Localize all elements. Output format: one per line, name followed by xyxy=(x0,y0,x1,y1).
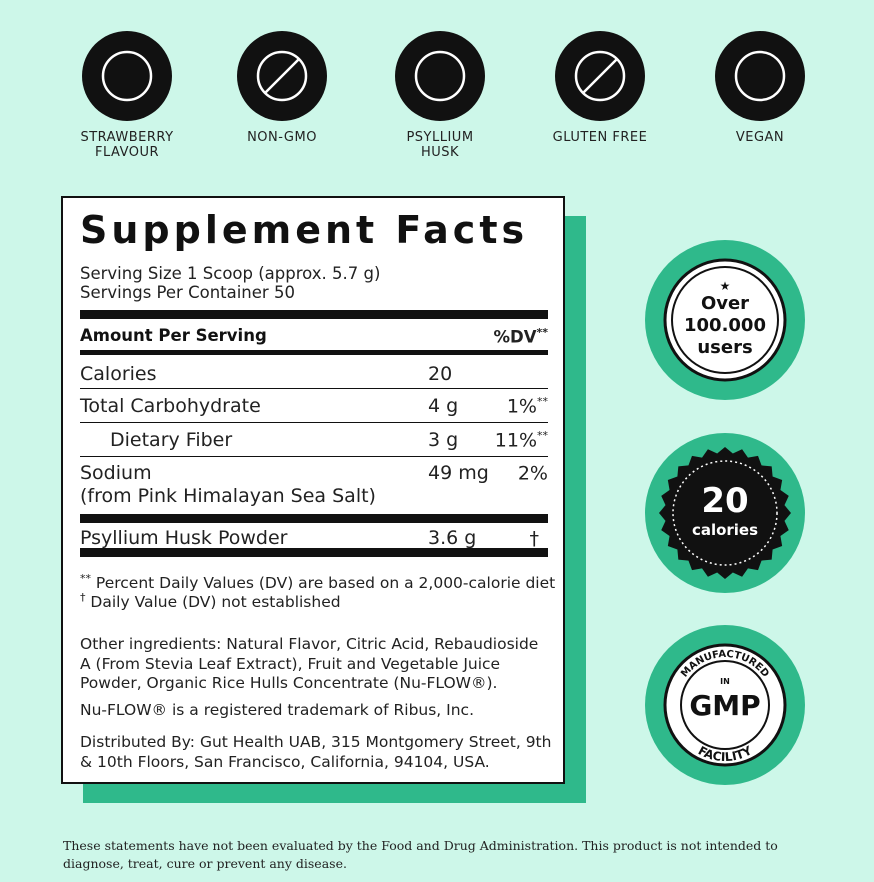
disclaimer: These statements have not been evaluated… xyxy=(63,838,778,871)
nutrient-name: Calories xyxy=(80,363,157,385)
feature-icon: STRAWBERRY FLAVOUR xyxy=(47,30,207,160)
badge-ring: ★ xyxy=(663,258,787,382)
footnote-text: Daily Value (DV) not established xyxy=(85,593,341,612)
feature-icon: GLUTEN FREE xyxy=(520,30,680,145)
icon-label: VEGAN xyxy=(680,130,840,145)
badge-arc-text: FACILITY xyxy=(696,743,755,764)
trademark: Nu-FLOW® is a registered trademark of Ri… xyxy=(80,701,475,719)
icon-label: GLUTEN FREE xyxy=(520,130,680,145)
dv-mark: ** xyxy=(537,395,548,408)
icon-label-line: NON-GMO xyxy=(247,130,317,145)
icon-label: PSYLLIUM HUSK xyxy=(360,130,520,160)
dv-value: 11% xyxy=(494,429,537,452)
nutrient-amount: 3 g xyxy=(428,429,459,451)
icon-graphic xyxy=(82,31,172,121)
footnote: ** Percent Daily Values (DV) are based o… xyxy=(80,569,555,594)
other-text: Natural Flavor, Citric Acid, Rebaudiosid… xyxy=(80,635,539,692)
feature-icon: NON-GMO xyxy=(202,30,362,145)
nutrient-name: Psyllium Husk Powder xyxy=(80,527,288,549)
servings: Servings Per Container 50 xyxy=(80,283,295,302)
badge-unit: calories xyxy=(691,521,759,539)
icon-label-line: FLAVOUR xyxy=(94,145,160,160)
rule xyxy=(80,388,548,389)
svg-text:★: ★ xyxy=(720,279,731,293)
badge-main: GMP xyxy=(689,689,761,722)
dv-value: 1% xyxy=(506,395,537,418)
icon-graphic xyxy=(395,31,485,121)
dv-header: %DV** xyxy=(493,326,548,347)
dv-value: † xyxy=(529,527,540,550)
dv-mark: ** xyxy=(537,429,548,442)
icon-label-line: VEGAN xyxy=(735,130,785,145)
badge-text: Over 100.000 users xyxy=(645,293,805,359)
nutrient-dv: 11%** xyxy=(495,429,548,451)
footnote-mark: † xyxy=(80,591,86,604)
icon-label-line: PSYLLIUM xyxy=(406,130,474,145)
rule xyxy=(80,548,548,557)
serving-size: Serving Size 1 Scoop (approx. 5.7 g) xyxy=(80,264,381,283)
rule xyxy=(80,350,548,355)
nutrient-name: (from Pink Himalayan Sea Salt) xyxy=(80,485,376,507)
rule xyxy=(80,456,548,457)
badge-arc-path-text: FACILITY xyxy=(696,743,755,764)
badge: ★ Over 100.000 users xyxy=(645,240,805,400)
icon-graphic xyxy=(237,31,327,121)
nutrient-name: Dietary Fiber xyxy=(110,429,233,451)
nutrient-amount: 3.6 g xyxy=(428,527,477,549)
badge-line: users xyxy=(697,337,753,358)
badge: MANUFACTURED FACILITY IN GMP xyxy=(645,625,805,785)
icon-graphic xyxy=(715,31,805,121)
rule xyxy=(80,514,548,523)
feature-icon: VEGAN xyxy=(680,30,840,145)
supplement-facts-panel: Supplement Facts Serving Size 1 Scoop (a… xyxy=(61,196,565,784)
dv-value: 2% xyxy=(517,462,548,485)
nutrient-dv: 2% xyxy=(518,462,548,484)
icon-label-line: HUSK xyxy=(420,145,460,160)
badge-in: IN xyxy=(720,677,730,686)
feature-icon: PSYLLIUM HUSK xyxy=(360,30,520,160)
facts-title: Supplement Facts xyxy=(80,208,529,252)
distributed: Distributed By: Gut Health UAB, 315 Mont… xyxy=(80,733,552,771)
badge-line: Over xyxy=(700,293,750,314)
icon-label: NON-GMO xyxy=(202,130,362,145)
footnote-text: Percent Daily Values (DV) are based on a… xyxy=(91,574,556,593)
footnote: † Daily Value (DV) not established xyxy=(80,588,341,613)
icon-label-line: GLUTEN FREE xyxy=(552,130,648,145)
other-ingredients: Other ingredients: Natural Flavor, Citri… xyxy=(80,635,550,694)
footnote-mark: ** xyxy=(80,572,91,585)
icon-label-line: STRAWBERRY xyxy=(80,130,174,145)
badge-number: 20 xyxy=(701,481,749,521)
rule xyxy=(80,422,548,423)
nutrient-dv: † xyxy=(530,527,540,549)
icon-graphic xyxy=(555,31,645,121)
nutrient-name: Sodium xyxy=(80,462,152,484)
nutrient-amount: 20 xyxy=(428,363,453,385)
nutrient-amount: 49 mg xyxy=(428,462,489,484)
rule xyxy=(80,310,548,319)
icon-label: STRAWBERRY FLAVOUR xyxy=(47,130,207,160)
amount-header: Amount Per Serving xyxy=(80,326,267,345)
badge: 20 calories xyxy=(645,433,805,593)
dv-mark: ** xyxy=(536,326,548,339)
nutrient-dv: 1%** xyxy=(507,395,548,417)
nutrient-amount: 4 g xyxy=(428,395,459,417)
badge-seal xyxy=(659,447,791,579)
dv-header-text: %DV xyxy=(493,327,537,347)
other-label: Other ingredients: xyxy=(80,635,222,653)
nutrient-name: Total Carbohydrate xyxy=(80,395,261,417)
badge-line: 100.000 xyxy=(684,315,766,336)
